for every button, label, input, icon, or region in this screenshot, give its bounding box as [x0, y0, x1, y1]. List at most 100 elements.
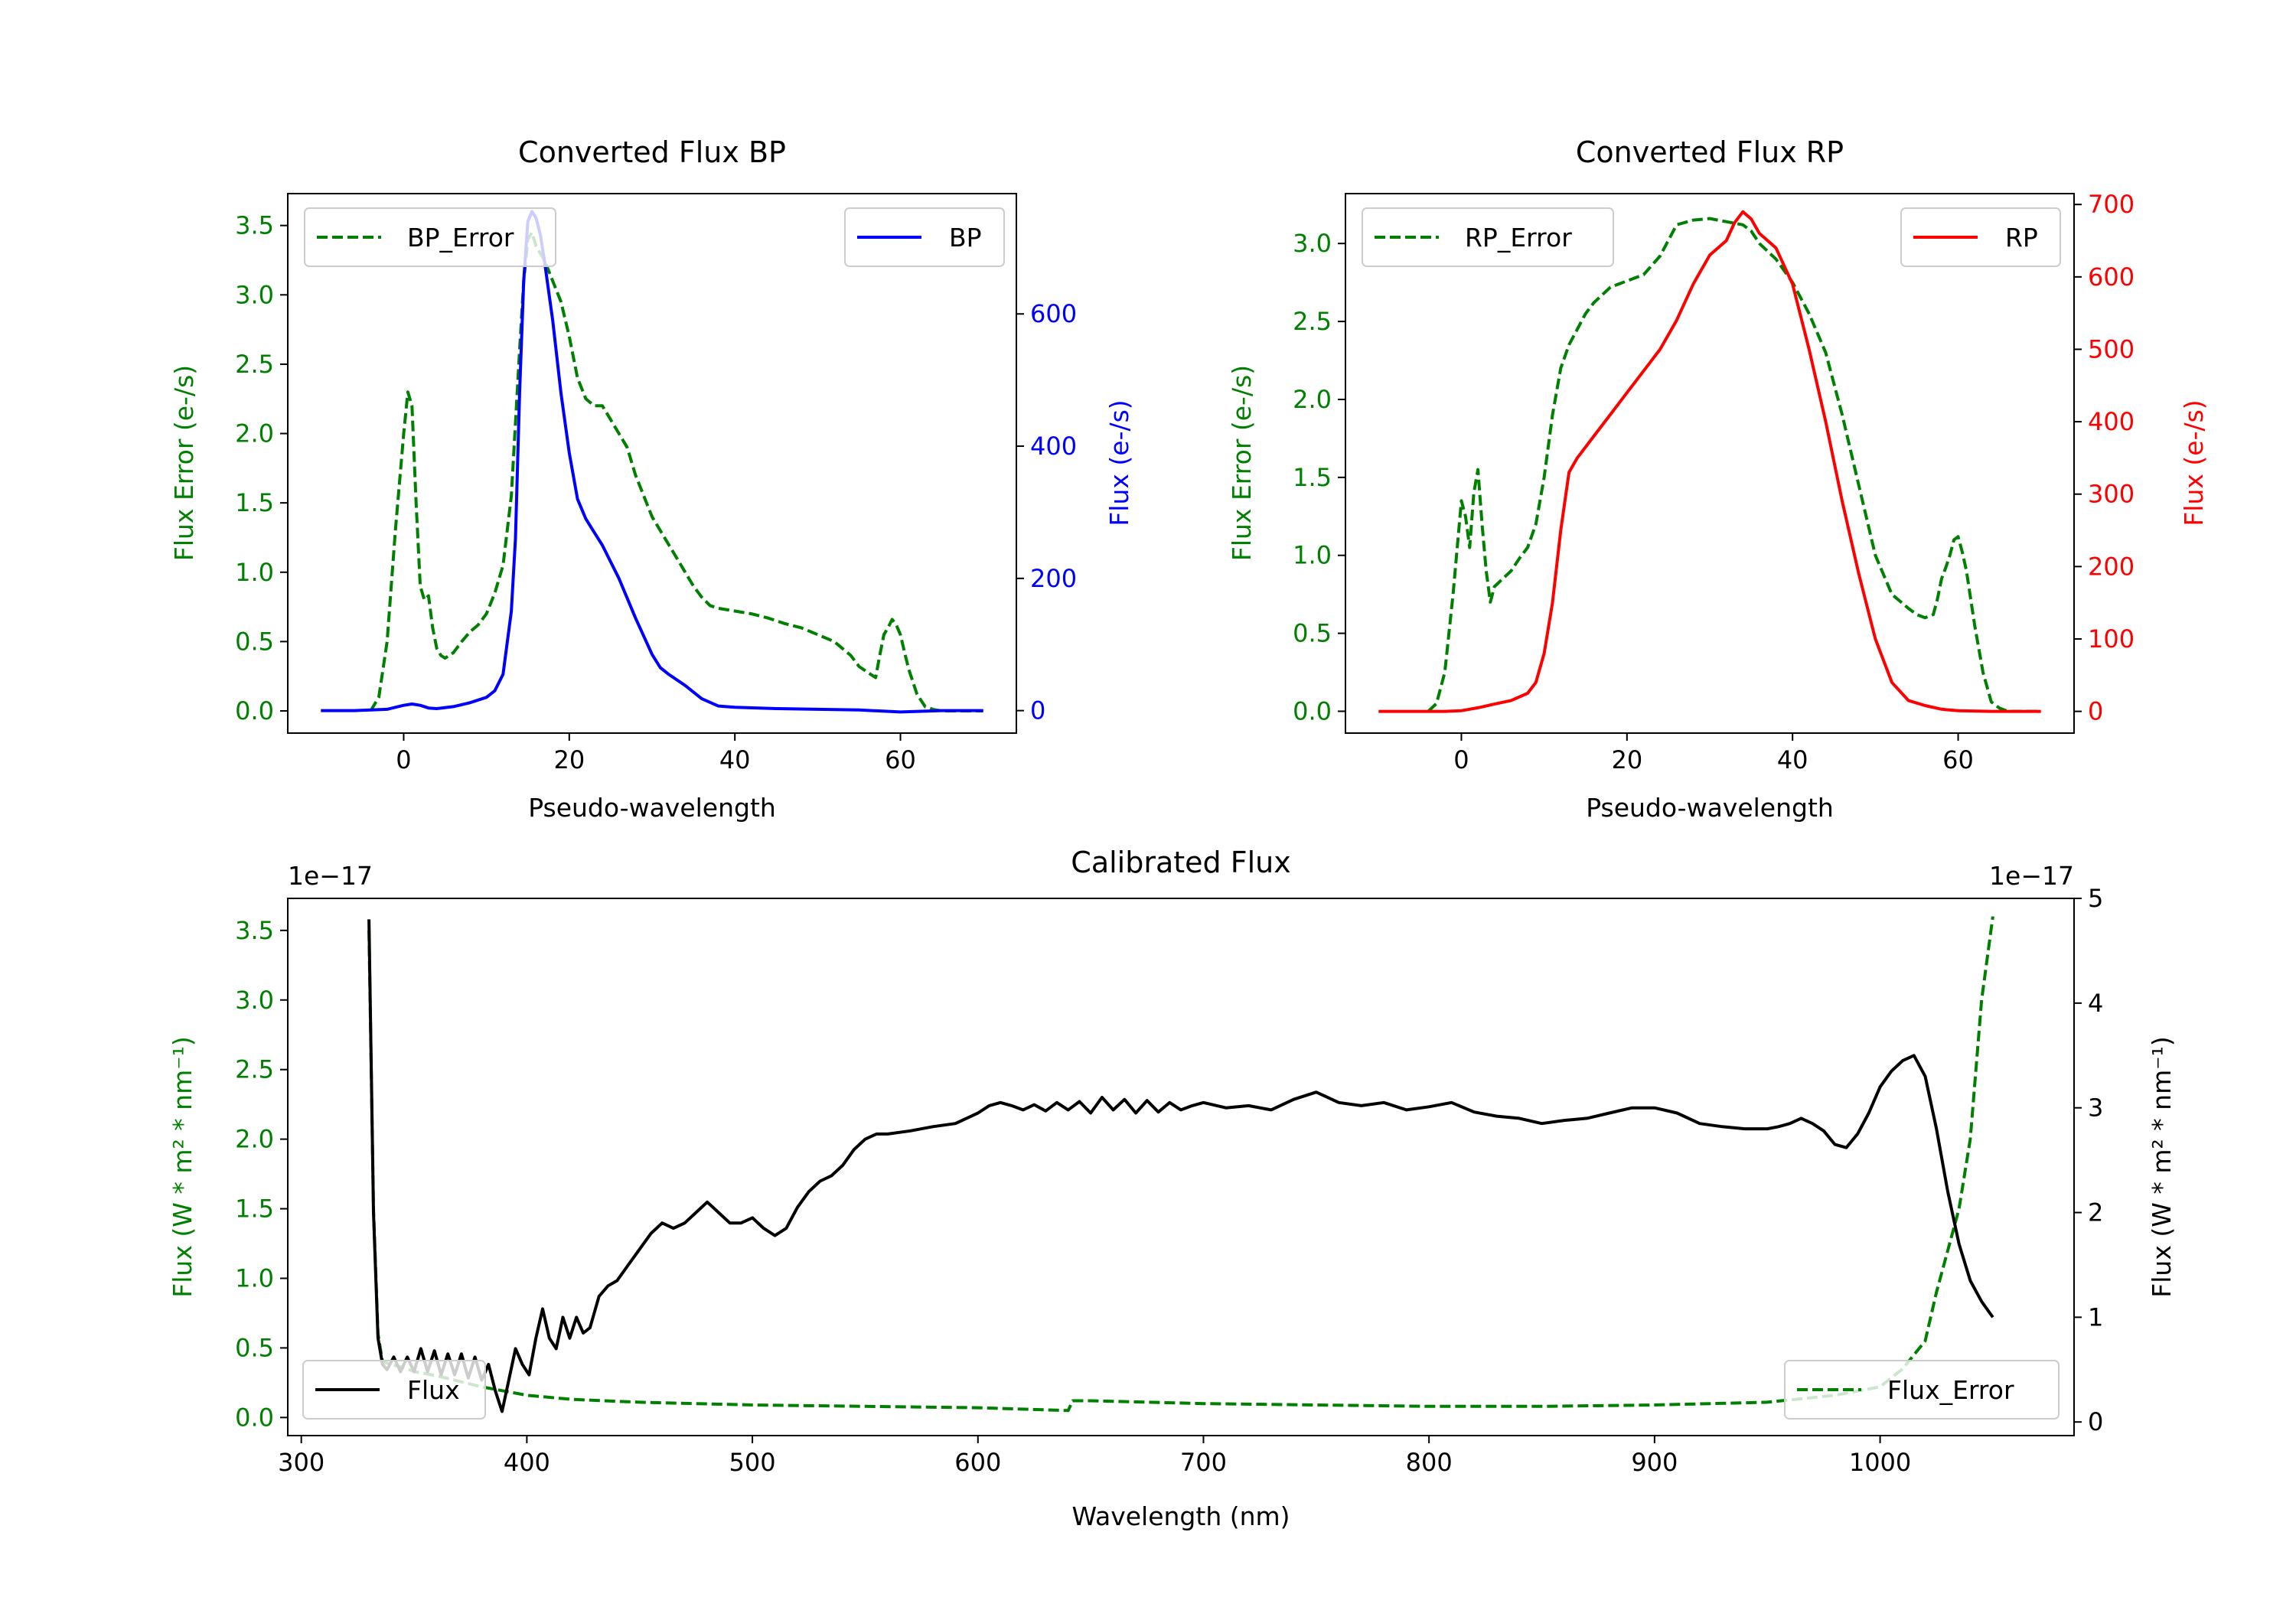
bp-ytick-left-label: 3.5	[235, 211, 274, 240]
cal-legend-error[interactable]: Flux_Error	[1784, 1360, 2060, 1420]
rp-series-rp-error-line	[1427, 217, 2041, 713]
calibrated-xtick-label: 400	[504, 1448, 550, 1477]
rp-ylabel-right: Flux (e-/s)	[2179, 399, 2209, 526]
calibrated-series-flux-line	[367, 919, 1994, 1413]
bp-legend-flux-box	[844, 207, 1005, 267]
bp-ytick-left-label: 2.5	[235, 350, 274, 379]
bp-ytick-left-label: 2.0	[235, 419, 274, 448]
rp-legend-flux-box	[1900, 207, 2061, 267]
calibrated-ytick-right-label: 5	[2088, 884, 2103, 913]
calibrated-ytick-left-label: 3.0	[235, 986, 274, 1015]
cal-ticks-layer: 300 400 500 600 700 800 900 1000 0.0 0.5 1.0 1.5 2.0…	[235, 884, 2103, 1477]
cal-xlabel: Wavelength (nm)	[1071, 1501, 1290, 1531]
rp-plot-frame	[1345, 193, 2075, 734]
cal-title: Calibrated Flux	[1071, 846, 1290, 879]
bp-ytick-right-label: 600	[1030, 299, 1077, 328]
rp-title: Converted Flux RP	[1576, 135, 1844, 169]
cal-plot-frame	[287, 898, 2075, 1436]
bp-plot-frame	[287, 193, 1017, 734]
chart-rp: Converted Flux RP 0 20 40 60 0.0 0.5 1.0 1.5 2.0…	[1227, 135, 2209, 823]
rp-xtick-label: 60	[1942, 745, 1974, 774]
cal-ylabel-right: Flux (W * m² * nm⁻¹)	[2147, 1036, 2177, 1298]
bp-xtick-label: 0	[396, 745, 411, 774]
bp-ylabel-right: Flux (e-/s)	[1104, 399, 1134, 526]
calibrated-xtick-label: 300	[278, 1448, 325, 1477]
rp-legend-flux[interactable]: RP	[1900, 207, 2061, 267]
cal-legend-flux[interactable]: Flux	[302, 1360, 486, 1420]
rp-ytick-right-label: 100	[2088, 624, 2135, 654]
calibrated-ytick-left-label: 0.5	[235, 1333, 274, 1362]
rp-xtick-label: 0	[1453, 745, 1469, 774]
bp-ytick-left-label: 1.5	[235, 488, 274, 517]
rp-ytick-right-label: 700	[2088, 190, 2135, 219]
cal-legend-error-box	[1784, 1360, 2060, 1420]
cal-offset-left: 1e−17	[288, 861, 373, 891]
bp-xlabel: Pseudo-wavelength	[528, 793, 776, 823]
bp-ticks-layer: 0 20 40 60 0.0 0.5 1.0 1.5 2.0 2.5 3.0 3.5 0 200 400 60…	[235, 211, 1077, 774]
rp-ytick-left-label: 1.0	[1293, 541, 1332, 570]
bp-ytick-right-label: 200	[1030, 564, 1077, 593]
rp-ytick-left-label: 2.0	[1293, 385, 1332, 414]
rp-ticks-layer: 0 20 40 60 0.0 0.5 1.0 1.5 2.0 2.5 3.0 0 100 200 300 40…	[1293, 190, 2135, 774]
calibrated-ytick-right-label: 1	[2088, 1302, 2103, 1332]
bp-series-bp-error-line	[369, 230, 983, 712]
bp-ytick-right-label: 0	[1030, 696, 1045, 725]
bp-xtick-label: 20	[553, 745, 585, 774]
bp-ytick-left-label: 0.5	[235, 627, 274, 656]
calibrated-ytick-right-label: 2	[2088, 1198, 2103, 1227]
bp-xtick-label: 40	[719, 745, 751, 774]
calibrated-ytick-left-label: 0.0	[235, 1403, 274, 1432]
rp-ytick-right-label: 200	[2088, 552, 2135, 581]
calibrated-ytick-left-label: 3.5	[235, 916, 274, 945]
bp-legend-error-box	[304, 207, 556, 267]
rp-legend-error-label: RP_Error	[1465, 223, 1572, 253]
rp-ytick-left-label: 2.5	[1293, 307, 1332, 336]
bp-ytick-left-label: 3.0	[235, 280, 274, 309]
calibrated-xtick-label: 700	[1180, 1448, 1227, 1477]
rp-xtick-label: 40	[1777, 745, 1808, 774]
calibrated-xtick-label: 500	[729, 1448, 776, 1477]
bp-ylabel-left: Flux Error (e-/s)	[169, 365, 199, 561]
rp-legend-error[interactable]: RP_Error	[1362, 207, 1614, 267]
chart-calibrated: Calibrated Flux 1e−17 1e−17 300 400 500 600…	[168, 846, 2177, 1531]
calibrated-xtick-label: 1000	[1849, 1448, 1911, 1477]
rp-xtick-label: 20	[1611, 745, 1642, 774]
bp-legend-error-label: BP_Error	[407, 223, 514, 253]
calibrated-ytick-left-label: 1.0	[235, 1263, 274, 1292]
bp-legend-error[interactable]: BP_Error	[304, 207, 556, 267]
rp-legend-flux-label: RP	[2005, 223, 2038, 253]
rp-ytick-left-label: 0.0	[1293, 696, 1332, 725]
rp-series-layer	[1378, 210, 2041, 713]
calibrated-xtick-label: 900	[1631, 1448, 1678, 1477]
bp-legend-flux-label: BP	[949, 223, 982, 253]
calibrated-ytick-right-label: 0	[2088, 1407, 2103, 1436]
rp-ytick-right-label: 400	[2088, 407, 2135, 436]
rp-ytick-right-label: 0	[2088, 697, 2103, 726]
bp-title: Converted Flux BP	[518, 135, 786, 169]
calibrated-ytick-left-label: 2.5	[235, 1055, 274, 1084]
cal-legend-flux-box	[302, 1360, 486, 1420]
cal-legend-flux-label: Flux	[407, 1375, 460, 1405]
rp-ytick-left-label: 3.0	[1293, 229, 1332, 258]
calibrated-ytick-right-label: 3	[2088, 1094, 2103, 1123]
rp-ylabel-left: Flux Error (e-/s)	[1227, 365, 1257, 561]
bp-legend-flux[interactable]: BP	[844, 207, 1005, 267]
calibrated-ytick-left-label: 1.5	[235, 1195, 274, 1224]
rp-ytick-left-label: 0.5	[1293, 619, 1332, 648]
rp-ytick-left-label: 1.5	[1293, 463, 1332, 492]
cal-offset-right: 1e−17	[1989, 861, 2074, 891]
cal-legend-error-label: Flux_Error	[1887, 1375, 2014, 1405]
bp-ytick-left-label: 0.0	[235, 696, 274, 725]
cal-ylabel-left: Flux (W * m² * nm⁻¹)	[168, 1036, 197, 1298]
rp-ytick-right-label: 300	[2088, 480, 2135, 509]
chart-bp: Converted Flux BP 0 20 40 60 0.0 0.5 1.0 1.5 2.0…	[169, 135, 1134, 823]
calibrated-xtick-label: 800	[1406, 1448, 1453, 1477]
rp-ytick-right-label: 500	[2088, 334, 2135, 363]
bp-xtick-label: 60	[885, 745, 916, 774]
rp-ytick-right-label: 600	[2088, 262, 2135, 292]
calibrated-xtick-label: 600	[954, 1448, 1001, 1477]
rp-xlabel: Pseudo-wavelength	[1586, 793, 1834, 823]
calibrated-ytick-left-label: 2.0	[235, 1125, 274, 1154]
